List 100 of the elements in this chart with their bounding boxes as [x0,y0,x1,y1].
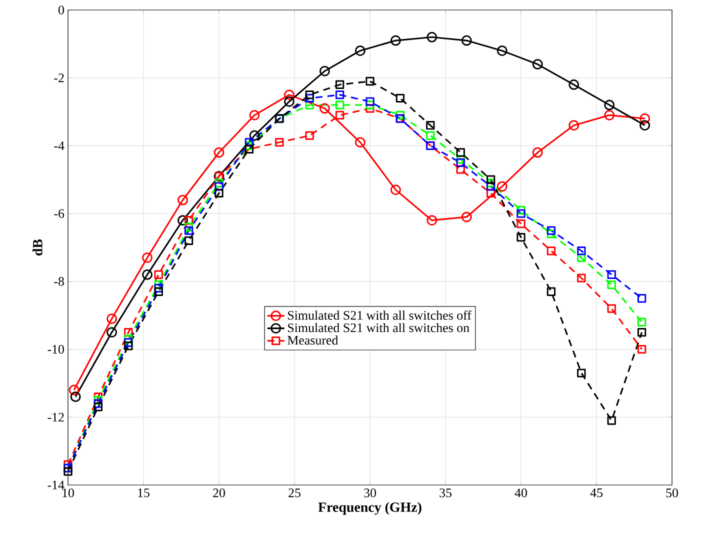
y-tick-label: -2 [54,74,64,82]
legend-label: Simulated S21 with all switches on [288,323,470,332]
point [70,392,81,402]
y-tick-label: -6 [54,209,64,218]
point [366,76,374,86]
y-tick-label: -4 [54,141,64,150]
point [604,100,615,110]
point [94,399,103,408]
x-tick-label: 20 [213,488,225,498]
point [532,147,543,158]
point [546,287,556,296]
point [456,158,465,168]
point [184,236,194,246]
point [305,90,314,100]
point [390,184,401,196]
x-tick-label: 25 [288,488,300,498]
point [396,94,405,103]
point [577,253,586,262]
legend-label: Simulated S21 with all switches off [288,310,472,320]
point [305,131,314,140]
point [607,304,616,313]
point [124,342,133,350]
point [456,165,465,174]
point [106,327,118,338]
point [64,460,72,469]
point [637,294,646,303]
point [486,175,496,184]
point [354,137,366,148]
point [184,226,194,235]
point [604,110,615,120]
point [335,80,344,89]
point [577,274,586,282]
point [214,147,224,158]
x-tick-label: 35 [440,488,452,498]
point [546,246,556,256]
point [640,120,650,131]
point [305,100,314,110]
point [142,252,153,263]
point [354,45,366,56]
point [335,110,344,120]
point [94,402,103,412]
y-tick-label: -10 [48,344,64,354]
point [366,100,374,110]
point [124,338,133,347]
point [546,230,556,238]
point [637,318,646,326]
x-tick-label: 50 [666,488,678,498]
point [607,270,616,279]
point [496,45,508,56]
point [124,328,133,337]
point [94,396,103,405]
point [426,121,435,130]
point [637,328,646,337]
point [607,280,616,290]
point [546,226,556,235]
point [68,384,80,396]
point [154,284,163,293]
y-tick-label: -12 [48,412,64,422]
point [366,97,374,106]
point [640,113,650,124]
x-tick-label: 15 [138,488,150,498]
point [456,148,465,157]
point [184,216,194,225]
point [319,66,330,76]
x-tick-label: 30 [364,488,376,498]
point [568,79,580,90]
point [366,104,374,113]
point [390,35,401,46]
point [275,138,284,147]
point [284,90,294,100]
x-tick-label: 45 [590,488,602,498]
point [637,344,646,354]
point [244,138,254,147]
x-tick-label: 40 [514,488,527,498]
point [516,232,526,242]
point [532,59,543,70]
point [396,110,405,120]
point [426,215,438,226]
point [486,188,496,198]
point [335,100,344,110]
point [607,416,616,425]
legend-label: Measured [288,336,338,345]
x-tick-label: 10 [62,488,74,498]
point [284,96,294,107]
point [461,35,472,46]
point [577,368,586,378]
point [142,269,153,280]
point [426,32,438,42]
point [516,219,526,228]
y-axis-title: dB [32,239,42,256]
point [577,246,586,256]
point [516,206,526,215]
point [154,270,163,279]
point [486,182,496,191]
point [516,209,526,218]
point [426,131,435,140]
point [568,120,580,131]
x-axis-title: Frequency (GHz) [318,502,422,515]
point [184,222,194,232]
point [64,467,72,476]
